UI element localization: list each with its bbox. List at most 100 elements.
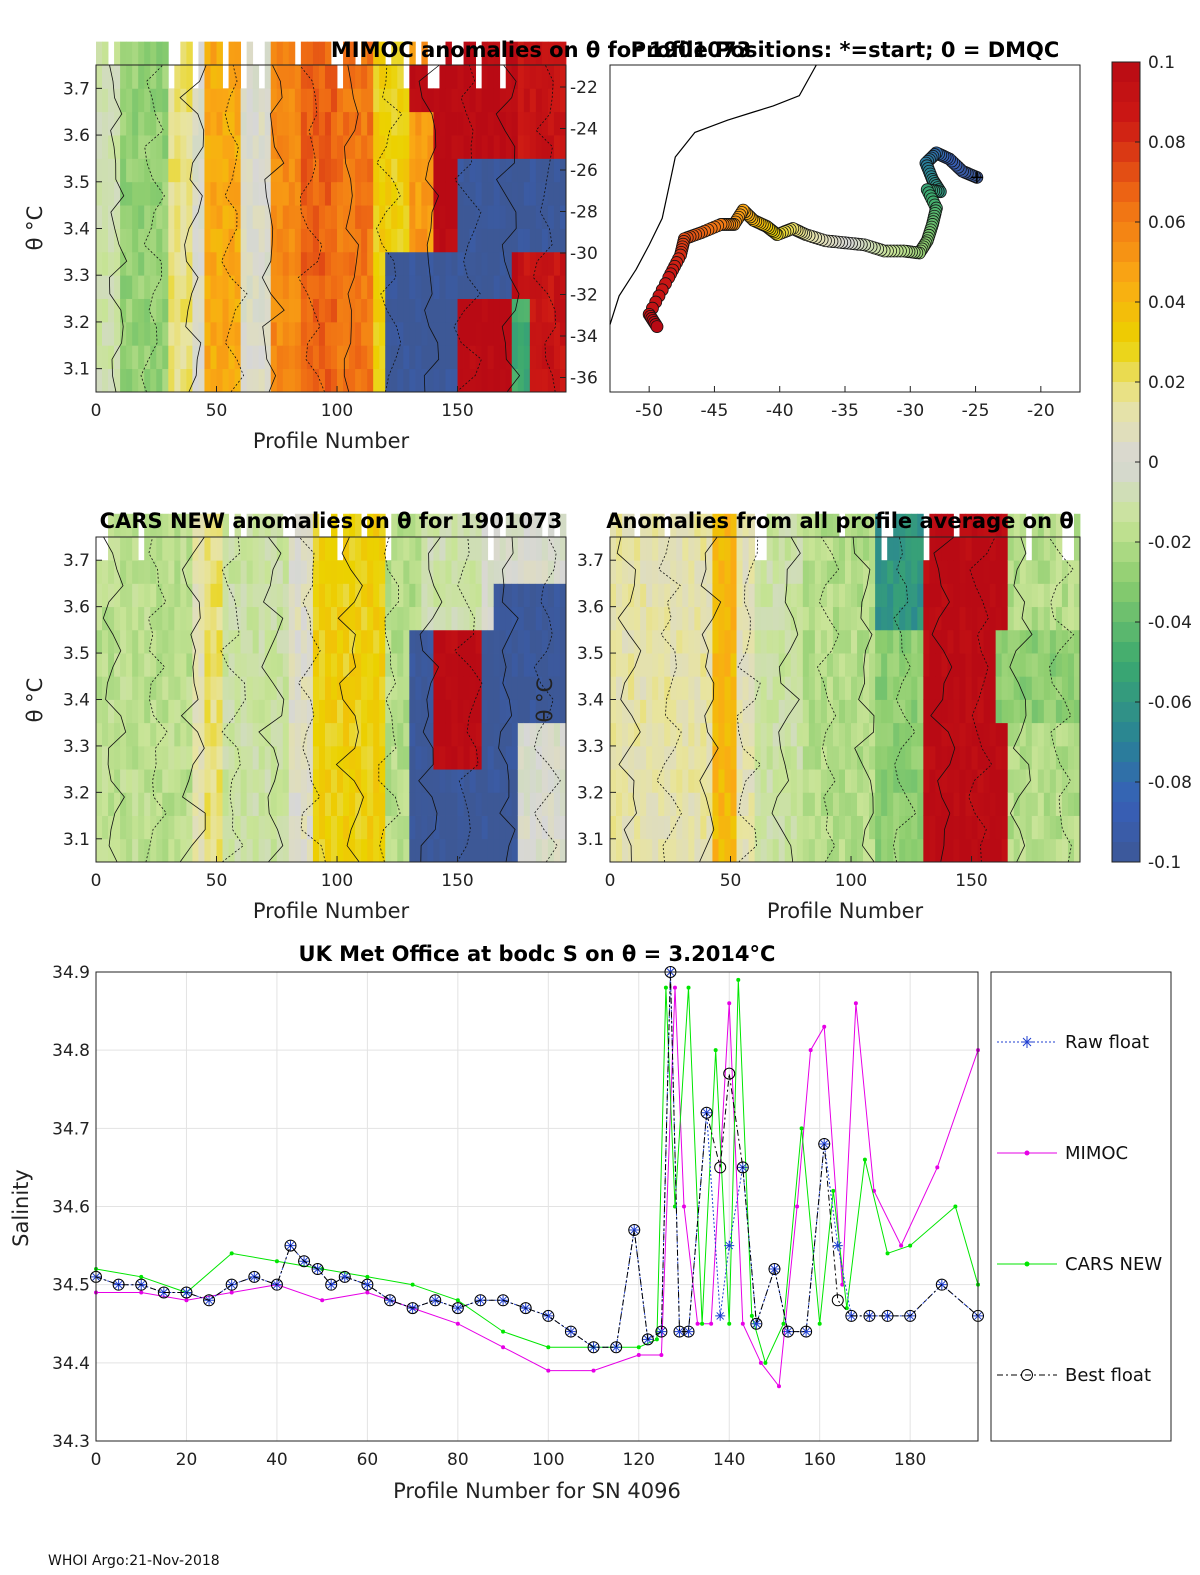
- colorbar-label: 0.04: [1148, 293, 1186, 313]
- heat-cell: [796, 560, 804, 584]
- heat-cell: [138, 629, 145, 654]
- heat-cell: [144, 275, 151, 299]
- heat-cell: [367, 158, 374, 183]
- heat-cell: [108, 676, 115, 700]
- heat-cell: [373, 321, 380, 346]
- heat-cell: [120, 321, 127, 346]
- y-tick-label: 3.5: [63, 173, 90, 193]
- heat-cell: [622, 722, 629, 747]
- heat-cell: [724, 583, 731, 608]
- series-point: [953, 1204, 958, 1209]
- heat-cell: [391, 513, 398, 538]
- heat-cell: [634, 606, 641, 631]
- heat-cell: [421, 111, 428, 136]
- heat-cell: [730, 815, 737, 840]
- heat-cell: [349, 65, 356, 89]
- heat-cell: [132, 368, 139, 393]
- heat-cell: [114, 65, 121, 89]
- heat-cell: [258, 838, 266, 863]
- heat-cell: [736, 606, 743, 631]
- heat-cell: [331, 769, 338, 793]
- heat-cell: [517, 205, 525, 229]
- heat-cell: [475, 653, 483, 677]
- heat-cell: [421, 135, 428, 159]
- heat-cell: [174, 251, 181, 276]
- heat-cell: [156, 560, 163, 584]
- heat-cell: [427, 368, 434, 393]
- heat-cell: [529, 653, 537, 677]
- heat-cell: [349, 606, 356, 631]
- heat-cell: [481, 629, 489, 654]
- heat-cell: [318, 135, 326, 159]
- heat-cell: [234, 769, 242, 793]
- heat-cell: [391, 65, 398, 89]
- heat-cell: [258, 699, 266, 724]
- heat-cell: [132, 606, 139, 631]
- contour-line: [179, 64, 207, 393]
- heat-cell: [415, 65, 422, 89]
- heat-cell: [499, 111, 507, 136]
- heat-cell: [983, 769, 991, 793]
- heat-cell: [403, 345, 410, 370]
- heat-cell: [198, 815, 205, 840]
- heat-cell: [493, 41, 501, 66]
- heat-cell: [977, 583, 984, 608]
- heat-cell: [1019, 676, 1027, 700]
- heat-cell: [808, 792, 816, 816]
- heat-cell: [712, 722, 719, 747]
- heat-cell: [971, 745, 978, 770]
- heat-cell: [391, 368, 398, 393]
- heat-cell: [427, 513, 434, 538]
- heat-cell: [403, 769, 410, 793]
- heat-cell: [724, 513, 731, 538]
- heat-cell: [162, 769, 169, 793]
- heat-cell: [433, 769, 440, 793]
- heat-cell: [102, 699, 109, 724]
- heat-cell: [935, 629, 942, 654]
- heat-cell: [977, 629, 984, 654]
- heat-cell: [403, 722, 410, 747]
- heat-cell: [409, 722, 416, 747]
- heat-cell: [1043, 513, 1051, 538]
- heat-cell: [192, 838, 199, 863]
- heat-cell: [270, 135, 278, 159]
- series-point: [674, 1326, 685, 1337]
- heat-cell: [1049, 560, 1057, 584]
- heat-cell: [499, 275, 507, 299]
- heat-cell: [1067, 792, 1075, 816]
- heat-cell: [379, 653, 386, 677]
- heat-cell: [676, 653, 683, 677]
- heat-cell: [688, 792, 695, 816]
- heat-cell: [385, 560, 392, 584]
- heat-cell: [337, 251, 344, 276]
- series-point: [430, 1295, 441, 1306]
- heat-cell: [349, 745, 356, 770]
- heat-cell: [409, 181, 416, 206]
- heat-cell: [754, 629, 762, 654]
- series-point: [758, 1360, 763, 1365]
- heat-cell: [1007, 560, 1015, 584]
- y-tick-label: 3.4: [63, 691, 90, 711]
- heat-cell: [318, 815, 326, 840]
- heat-cell: [144, 629, 151, 654]
- heat-cell: [802, 560, 810, 584]
- heat-cell: [1067, 745, 1075, 770]
- heat-cell: [433, 513, 440, 538]
- heat-cell: [523, 228, 531, 253]
- heat-cell: [361, 606, 368, 631]
- heat-cell: [772, 838, 780, 863]
- heat-cell: [186, 513, 193, 538]
- heat-cell: [511, 583, 519, 608]
- heat-cell: [192, 699, 199, 724]
- heat-cell: [234, 699, 242, 724]
- colorbar-label: 0.1: [1148, 53, 1175, 73]
- heat-cell: [246, 65, 254, 89]
- heat-cell: [198, 583, 205, 608]
- heat-cell: [529, 158, 537, 183]
- heat-cell: [838, 606, 846, 631]
- heat-cell: [222, 560, 229, 584]
- heat-cell: [851, 699, 858, 724]
- heat-cell: [367, 792, 374, 816]
- heat-cell: [96, 699, 103, 724]
- heat-cell: [228, 368, 235, 393]
